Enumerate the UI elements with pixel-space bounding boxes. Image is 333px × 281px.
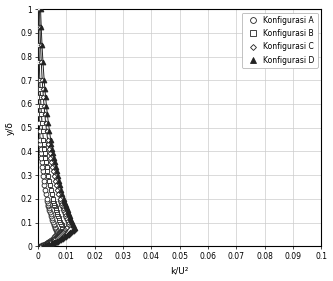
Konfigurasi A xyxy=(39,151,43,155)
Konfigurasi B xyxy=(38,87,42,90)
Legend: Konfigurasi A, Konfigurasi B, Konfigurasi C, Konfigurasi D: Konfigurasi A, Konfigurasi B, Konfiguras… xyxy=(242,13,318,68)
X-axis label: k/U²: k/U² xyxy=(170,266,189,275)
Konfigurasi A xyxy=(37,87,41,90)
Konfigurasi C xyxy=(56,235,60,239)
Y-axis label: y/δ: y/δ xyxy=(6,121,15,135)
Konfigurasi B xyxy=(59,222,63,225)
Konfigurasi D xyxy=(62,235,66,239)
Konfigurasi A xyxy=(52,222,56,225)
Konfigurasi B xyxy=(58,231,62,235)
Konfigurasi C xyxy=(36,245,40,248)
Konfigurasi C xyxy=(49,240,53,244)
Konfigurasi D xyxy=(53,240,57,244)
Konfigurasi A xyxy=(47,240,51,244)
Konfigurasi D xyxy=(71,222,75,225)
Konfigurasi D xyxy=(39,7,43,11)
Konfigurasi B xyxy=(36,245,40,248)
Konfigurasi B xyxy=(48,240,52,244)
Line: Konfigurasi B: Konfigurasi B xyxy=(35,7,66,249)
Konfigurasi D xyxy=(67,231,71,235)
Konfigurasi C xyxy=(48,151,52,155)
Line: Konfigurasi A: Konfigurasi A xyxy=(35,7,60,249)
Line: Konfigurasi C: Konfigurasi C xyxy=(36,7,70,248)
Konfigurasi D xyxy=(36,245,40,248)
Konfigurasi B xyxy=(36,7,40,11)
Konfigurasi B xyxy=(43,151,47,155)
Line: Konfigurasi D: Konfigurasi D xyxy=(35,7,77,249)
Konfigurasi B xyxy=(55,235,59,239)
Konfigurasi D xyxy=(43,87,47,90)
Konfigurasi A xyxy=(56,231,60,235)
Konfigurasi A xyxy=(36,245,40,248)
Konfigurasi C xyxy=(41,87,45,90)
Konfigurasi D xyxy=(51,151,55,155)
Konfigurasi A xyxy=(36,7,40,11)
Konfigurasi C xyxy=(60,231,64,235)
Konfigurasi A xyxy=(53,235,57,239)
Konfigurasi C xyxy=(38,7,42,11)
Konfigurasi C xyxy=(66,222,70,225)
